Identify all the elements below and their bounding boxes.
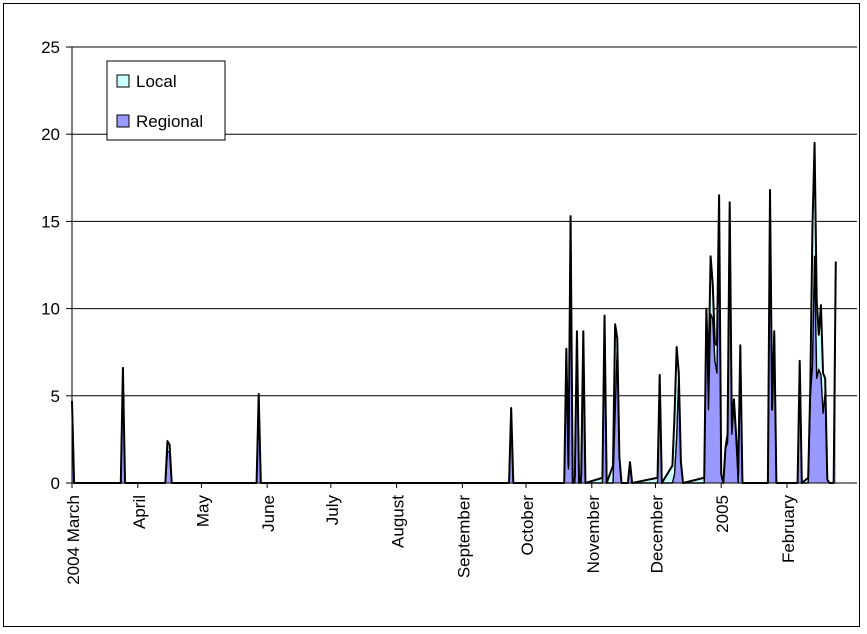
y-tick-label: 20 [41, 125, 60, 144]
y-tick-labels: 0 5 10 15 20 25 [41, 38, 60, 493]
legend-label-regional: Regional [136, 112, 203, 131]
x-tick-label: June [259, 495, 278, 532]
legend-swatch-regional [116, 114, 130, 128]
x-tick-label: May [193, 495, 212, 528]
x-tick-labels: 2004 March April May June July August Septembe… [64, 495, 798, 585]
x-tick-label: October [518, 495, 537, 556]
legend: Local Regional [106, 60, 226, 141]
x-tick-label: 2004 March [64, 495, 83, 585]
x-tick-label: September [454, 495, 473, 578]
y-tick-label: 0 [51, 474, 60, 493]
y-tick-label: 10 [41, 300, 60, 319]
x-tick-label: December [647, 495, 666, 574]
y-tick-label: 15 [41, 212, 60, 231]
axes [66, 46, 857, 488]
x-tick-label: July [323, 495, 342, 526]
area-series [71, 141, 837, 485]
chart-frame [3, 3, 860, 627]
y-tick-label: 5 [51, 387, 60, 406]
x-tick-label: November [584, 495, 603, 574]
legend-swatch-local [116, 74, 130, 88]
x-tick-label: February [779, 495, 798, 564]
y-tick-label: 25 [41, 38, 60, 57]
x-tick-label: April [130, 495, 149, 529]
x-tick-label: 2005 [713, 495, 732, 533]
legend-label-local: Local [136, 72, 177, 91]
x-tick-label: August [389, 495, 408, 548]
regional-outline [71, 189, 837, 484]
